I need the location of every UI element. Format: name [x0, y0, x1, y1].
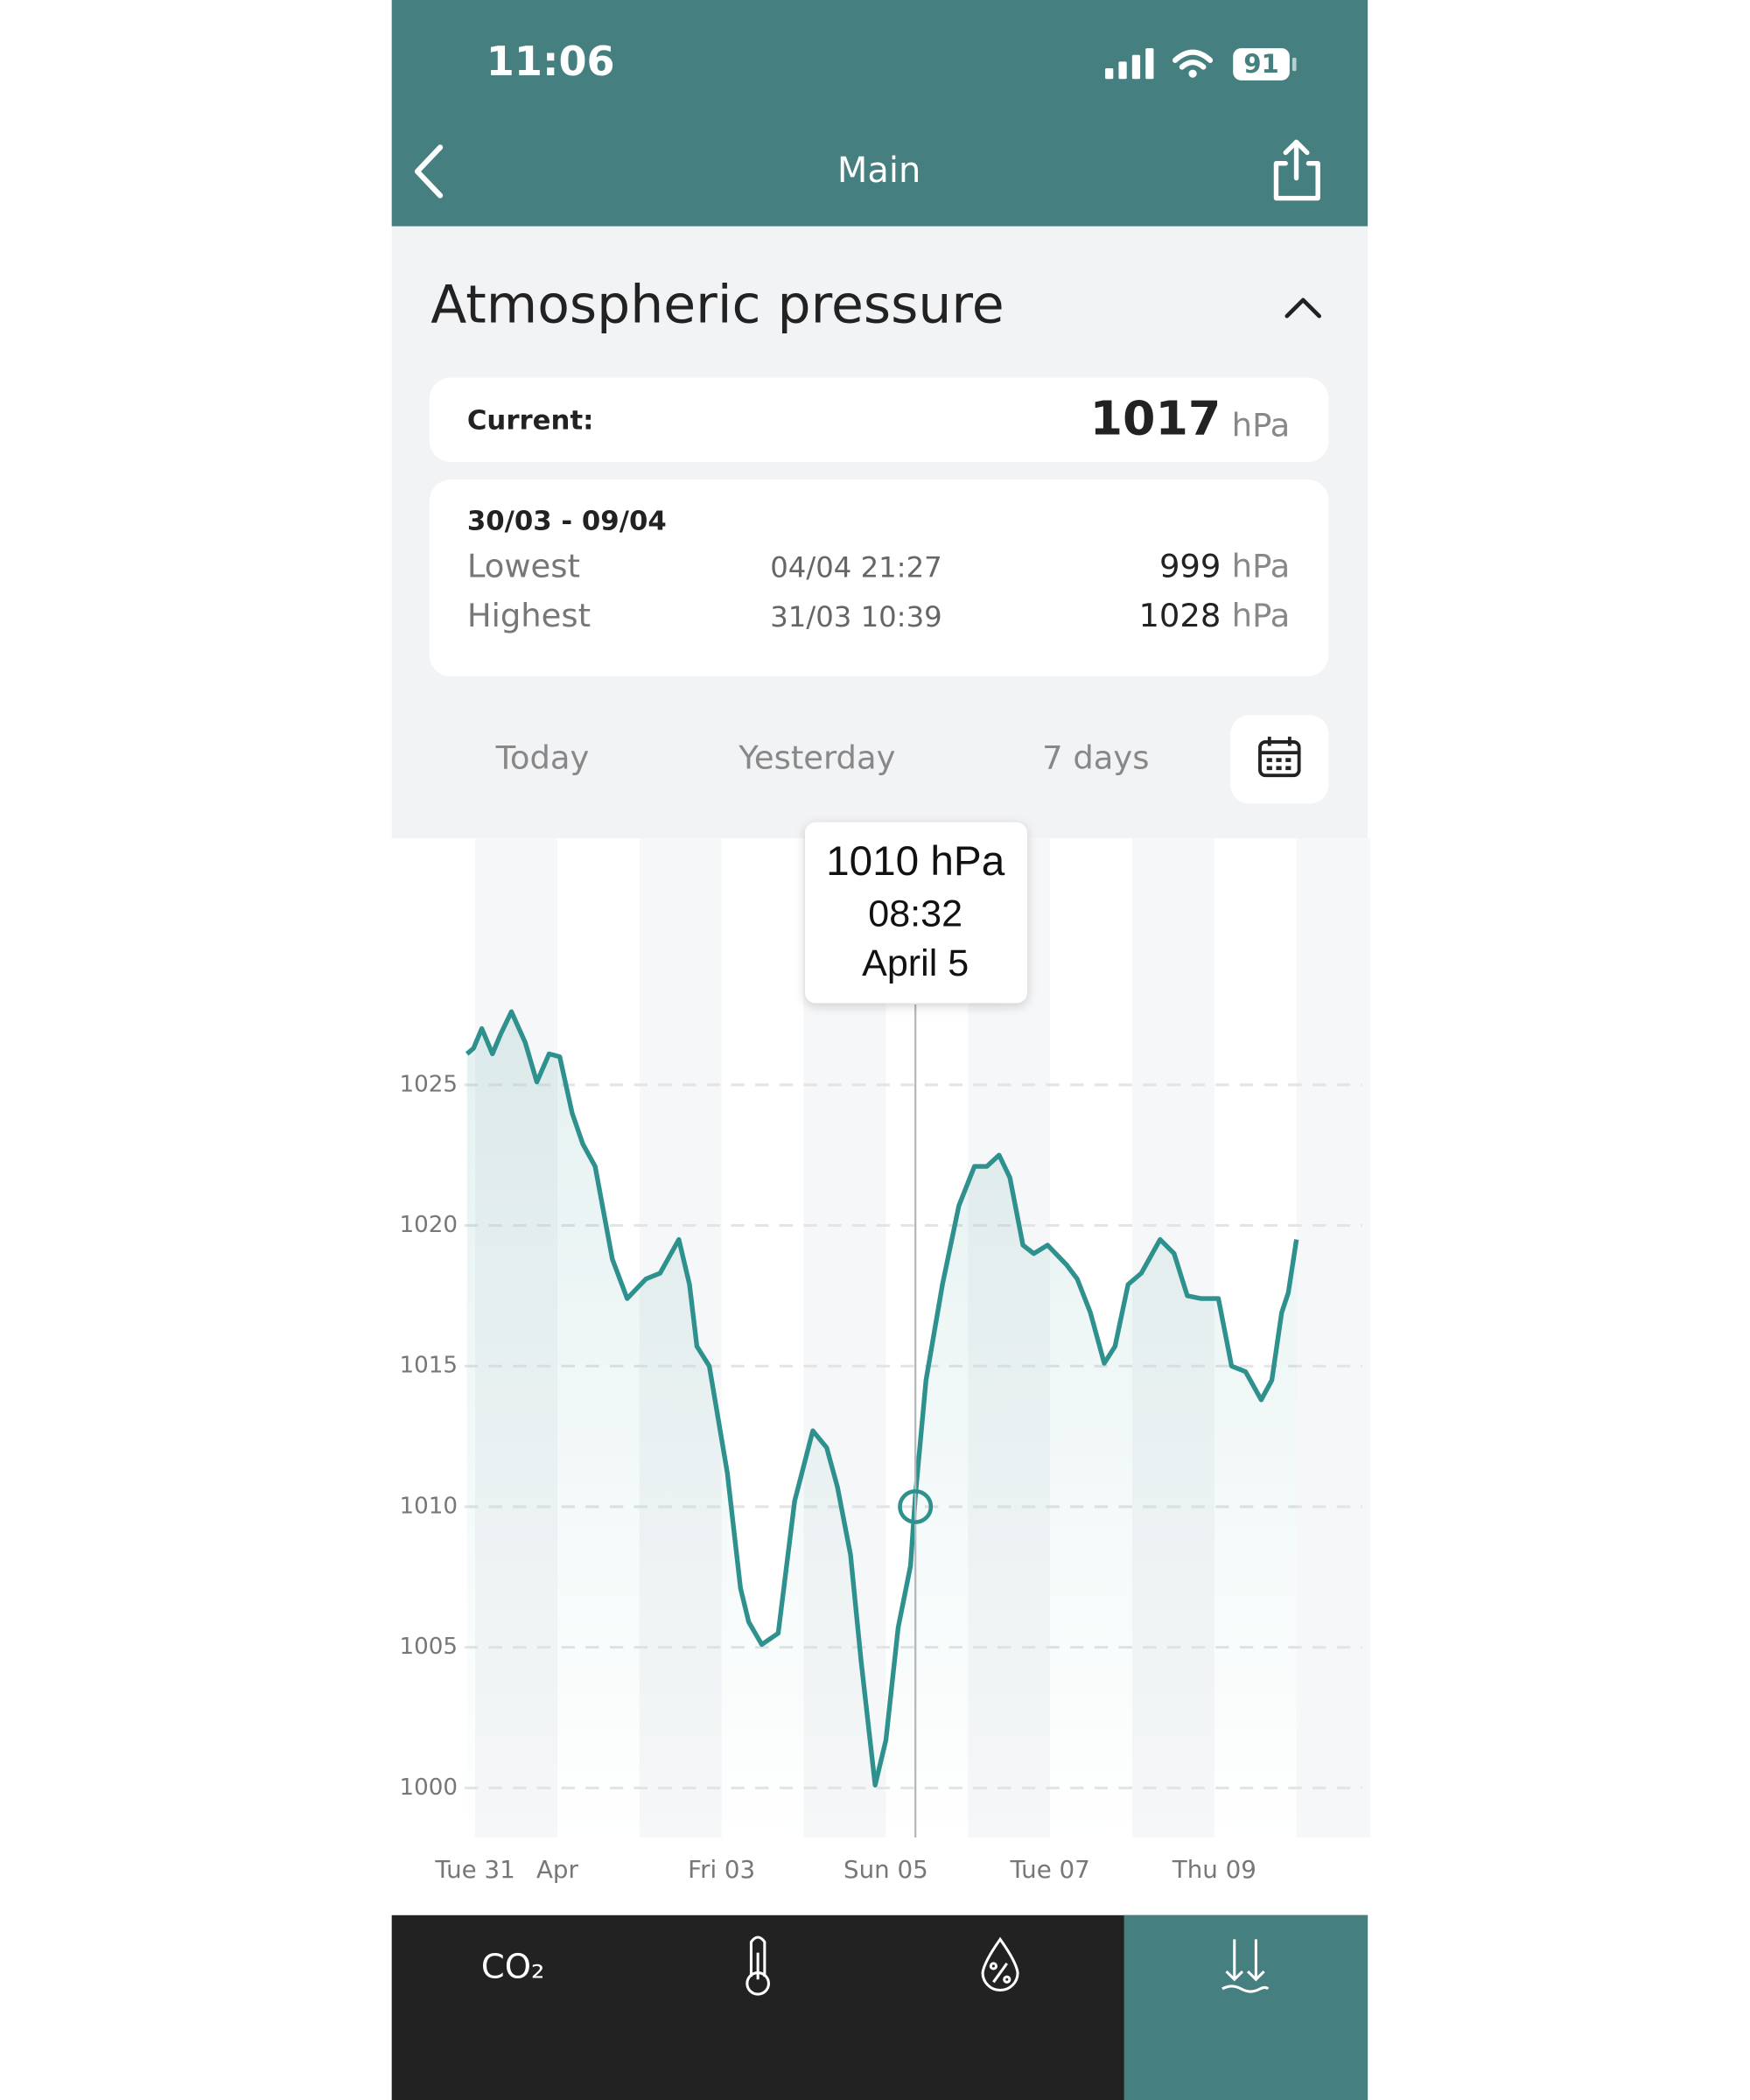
tooltip-date: April 5 — [862, 942, 969, 984]
x-tick-label: Apr — [536, 1855, 579, 1884]
nav-active — [1124, 1914, 1368, 2100]
back-button[interactable] — [414, 144, 444, 199]
battery — [1233, 48, 1290, 80]
x-tick-label: Tue 07 — [1009, 1855, 1089, 1884]
nav-co2[interactable]: CO₂ — [481, 1948, 545, 1987]
row-unit: hPa — [1232, 548, 1291, 585]
wifi-icon — [1172, 49, 1214, 70]
x-tick-label: Sun 05 — [844, 1855, 928, 1884]
row-time: 04/04 21:27 — [770, 551, 942, 584]
share-button[interactable] — [1273, 139, 1320, 201]
summary-card — [429, 479, 1329, 676]
status-time: 11:06 — [486, 38, 615, 85]
nav-humidity[interactable] — [981, 1936, 1019, 1992]
row-value: 1028 — [1138, 597, 1221, 634]
row-label: Lowest — [467, 548, 580, 585]
battery-tip — [1292, 57, 1297, 72]
hover-point — [898, 1489, 934, 1524]
current-unit: hPa — [1232, 407, 1291, 444]
nav-temperature[interactable] — [746, 1936, 770, 1996]
collapse-button[interactable] — [1284, 298, 1322, 318]
x-tick-label: Thu 09 — [1172, 1855, 1256, 1884]
battery-level: 91 — [1243, 49, 1279, 79]
wifi-dot — [1188, 69, 1197, 78]
y-tick-label: 1005 — [400, 1634, 458, 1660]
signal-icon — [1105, 48, 1154, 80]
current-card — [429, 377, 1329, 463]
summary-rows: Lowest 04/04 21:27 999 hPa Highest 31/03 10:3… — [467, 548, 1290, 635]
top-bar — [391, 0, 1368, 227]
section-title: Atmospheric pressure — [430, 275, 1004, 336]
row-label: Highest — [467, 597, 591, 634]
calendar-dots — [1266, 758, 1292, 771]
current-value: 1017 — [1090, 391, 1222, 446]
line — [465, 1009, 1299, 1788]
y-tick-label: 1000 — [400, 1774, 458, 1801]
summary-range: 30/03 - 09/04 — [467, 506, 667, 536]
x-tick-label: Tue 31 — [434, 1855, 514, 1884]
tooltip-box — [805, 822, 1027, 1004]
current-label: Current: — [467, 406, 594, 437]
row-time: 31/03 10:39 — [770, 600, 942, 634]
tab[interactable]: Today — [495, 738, 590, 776]
line-area — [466, 1012, 1297, 1844]
y-tick-label: 1010 — [400, 1493, 458, 1519]
tooltip-time: 08:32 — [868, 892, 962, 934]
y-tick-label: 1025 — [400, 1071, 458, 1097]
day-stripe — [1296, 838, 1371, 1838]
y-tick-label: 1015 — [400, 1353, 458, 1379]
row-unit: hPa — [1232, 597, 1291, 634]
tooltip-value: 1010 hPa — [826, 838, 1005, 885]
tab[interactable]: 7 days — [1042, 738, 1149, 776]
y-tick-label: 1020 — [400, 1212, 458, 1238]
chart: 1000 1005 1010 1015 1020 1025 Tue 31 Apr Fri 03 S… — [400, 838, 1371, 1884]
row-value: 999 — [1159, 548, 1221, 585]
calendar-icon — [1258, 736, 1301, 778]
tooltip: 1010 hPa 08:32 April 5 — [805, 822, 1027, 1004]
x-tick-label: Fri 03 — [688, 1855, 755, 1884]
header-title: Main — [837, 150, 920, 191]
nav-pressure[interactable] — [1222, 1939, 1270, 1993]
tab[interactable]: Yesterday — [738, 738, 895, 776]
